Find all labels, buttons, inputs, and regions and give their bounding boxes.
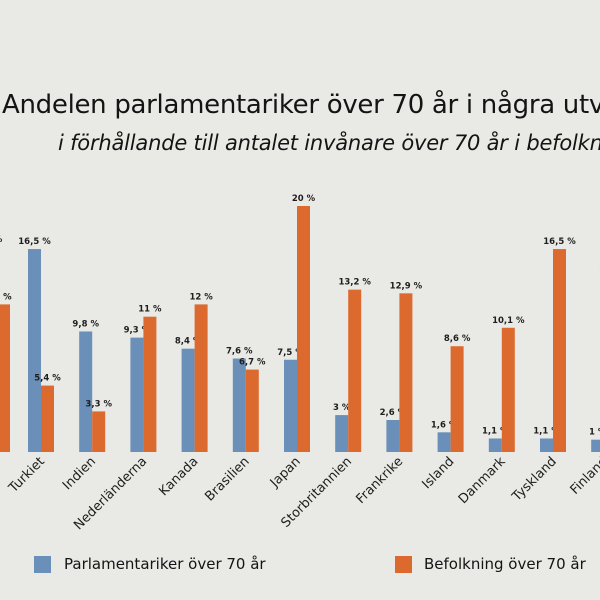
value-label-befolkning-cutoff: 2 %	[0, 292, 12, 302]
value-label-parlamentariker-8: 1,6 %	[431, 420, 458, 430]
legend-swatch-befolkning	[395, 556, 412, 573]
bar-parlamentariker-0	[28, 249, 41, 452]
category-label-4: Brasilien	[202, 454, 252, 504]
category-label-9: Danmark	[456, 454, 509, 507]
chart-subtitle: i förhållande till antalet invånare över…	[58, 131, 600, 155]
bar-parlamentariker-7	[386, 420, 400, 452]
value-label-parlamentariker-7: 2,6 %	[380, 408, 407, 418]
bar-befolkning-2	[143, 316, 157, 452]
category-label-5: Japan	[267, 454, 304, 491]
value-label-parlamentariker-cutoff: %	[0, 235, 3, 245]
value-label-parlamentariker-6: 3 %	[333, 403, 351, 413]
value-label-befolkning-0: 5,4 %	[34, 374, 61, 384]
value-label-befolkning-10: 16,5 %	[543, 237, 576, 247]
value-label-parlamentariker-4: 7,6 %	[226, 347, 253, 357]
category-label-10: Tyskland	[509, 454, 560, 505]
category-label-1: Indien	[60, 454, 99, 493]
value-label-parlamentariker-1: 9,8 %	[72, 319, 99, 329]
bar-befolkning-3	[194, 304, 208, 452]
bar-befolkning-10	[553, 249, 566, 452]
bar-befolkning-0	[41, 385, 54, 452]
value-label-befolkning-1: 3,3 %	[85, 399, 112, 409]
value-label-parlamentariker-3: 8,4 %	[175, 337, 202, 347]
bar-parlamentariker-1	[79, 331, 93, 452]
bar-parlamentariker-3	[181, 348, 195, 452]
bar-befolkning-1	[92, 411, 106, 452]
legend-swatch-parlamentariker	[34, 556, 51, 573]
bar-befolkning-9	[501, 327, 515, 452]
category-label-0: Turkiet	[6, 454, 48, 496]
value-label-befolkning-4: 6,7 %	[239, 358, 266, 368]
value-label-befolkning-5: 20 %	[292, 194, 316, 204]
value-label-parlamentariker-0: 16,5 %	[18, 237, 51, 247]
bar-parlamentariker-11	[591, 439, 600, 452]
bar-parlamentariker-2	[130, 337, 144, 452]
bar-befolkning-7	[399, 293, 413, 452]
value-label-parlamentariker-2: 9,3 %	[124, 326, 151, 336]
bar-parlamentariker-5	[284, 359, 297, 452]
bar-parlamentariker-8	[437, 432, 451, 452]
value-label-parlamentariker-11: 1 %	[589, 428, 600, 438]
value-label-befolkning-6: 13,2 %	[338, 278, 371, 288]
value-label-befolkning-2: 11 %	[138, 305, 162, 315]
value-label-befolkning-3: 12 %	[189, 292, 213, 302]
category-label-7: Frankrike	[353, 454, 406, 507]
value-label-parlamentariker-5: 7,5 %	[277, 348, 304, 358]
bar-parlamentariker-4	[232, 358, 246, 452]
legend-label-befolkning: Befolkning över 70 år	[424, 555, 586, 573]
chart-title: Andelen parlamentariker över 70 år i någ…	[2, 90, 600, 120]
value-label-parlamentariker-10: 1,1 %	[533, 426, 560, 436]
bar-parlamentariker-10	[540, 438, 553, 452]
category-label-3: Kanada	[156, 454, 201, 499]
legend-label-parlamentariker: Parlamentariker över 70 år	[64, 555, 266, 573]
bar-parlamentariker-6	[335, 415, 349, 452]
bar-befolkning-4	[245, 369, 259, 452]
category-label-8: Island	[419, 454, 457, 492]
bar-parlamentariker-9	[488, 438, 502, 452]
bar-befolkning-8	[450, 346, 464, 452]
value-label-parlamentariker-9: 1,1 %	[482, 426, 509, 436]
bar-befolkning-5	[297, 206, 310, 452]
value-label-befolkning-7: 12,9 %	[390, 281, 423, 291]
bar-befolkning-cutoff	[0, 304, 10, 452]
value-label-befolkning-8: 8,6 %	[444, 334, 471, 344]
bar-befolkning-6	[348, 289, 362, 452]
category-label-11: Finland	[568, 454, 600, 497]
value-label-befolkning-9: 10,1 %	[492, 316, 525, 326]
